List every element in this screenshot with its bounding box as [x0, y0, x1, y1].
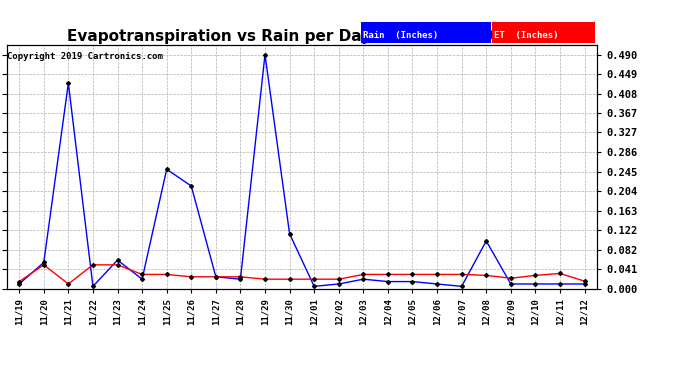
Title: Evapotranspiration vs Rain per Day (Inches) 20191213: Evapotranspiration vs Rain per Day (Inch…: [68, 29, 536, 44]
Text: ET  (Inches): ET (Inches): [494, 31, 559, 40]
Text: Rain  (Inches): Rain (Inches): [363, 31, 438, 40]
Text: Copyright 2019 Cartronics.com: Copyright 2019 Cartronics.com: [8, 53, 164, 61]
